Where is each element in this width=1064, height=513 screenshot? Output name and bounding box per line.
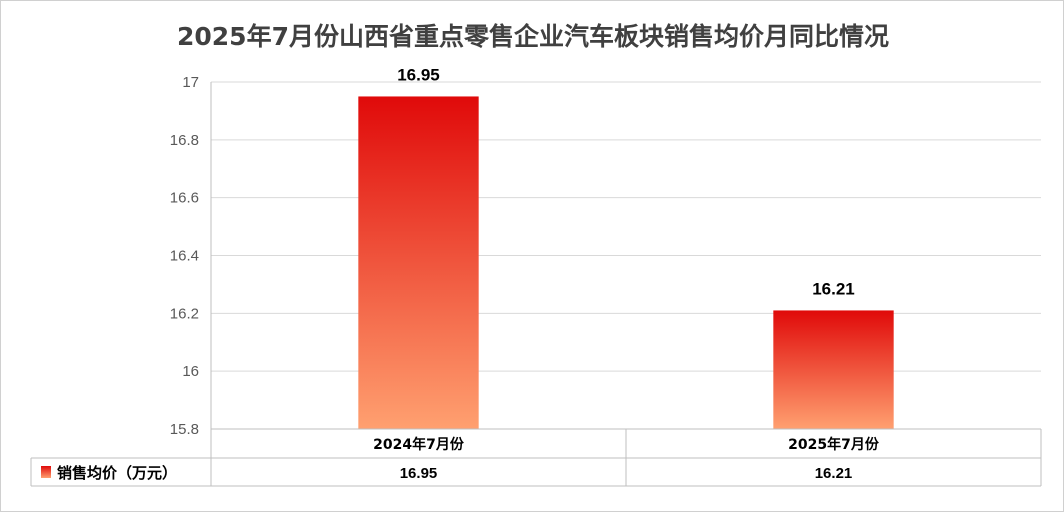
data-label: 16.21 bbox=[812, 279, 855, 298]
data-table: 2024年7月份 16.95 2025年7月份 16.21 销售均价（万元） bbox=[30, 82, 1042, 487]
y-tick-label: 16.2 bbox=[170, 305, 199, 322]
table-value: 16.21 bbox=[815, 465, 853, 482]
y-tick-label: 15.8 bbox=[170, 421, 199, 438]
y-tick-label: 17 bbox=[182, 74, 199, 91]
x-category-label: 2025年7月份 bbox=[788, 436, 880, 453]
y-axis-ticks: 17 16.8 16.6 16.4 16.2 16 15.8 bbox=[170, 74, 199, 438]
legend-series-name: 销售均价（万元） bbox=[57, 464, 177, 482]
bars bbox=[358, 96, 894, 429]
data-labels: 16.95 16.21 bbox=[397, 65, 855, 298]
chart-title: 2025年7月份山西省重点零售企业汽车板块销售均价月同比情况 bbox=[177, 22, 889, 51]
y-tick-label: 16 bbox=[182, 363, 199, 380]
legend-swatch bbox=[41, 466, 51, 478]
data-label: 16.95 bbox=[397, 65, 440, 84]
x-category-label: 2024年7月份 bbox=[373, 436, 465, 453]
y-tick-label: 16.6 bbox=[170, 190, 199, 207]
bar bbox=[358, 96, 479, 429]
gridlines bbox=[211, 81, 1041, 372]
table-value: 16.95 bbox=[400, 465, 438, 482]
bar bbox=[773, 310, 894, 429]
y-tick-label: 16.8 bbox=[170, 132, 199, 149]
y-tick-label: 16.4 bbox=[170, 248, 199, 265]
